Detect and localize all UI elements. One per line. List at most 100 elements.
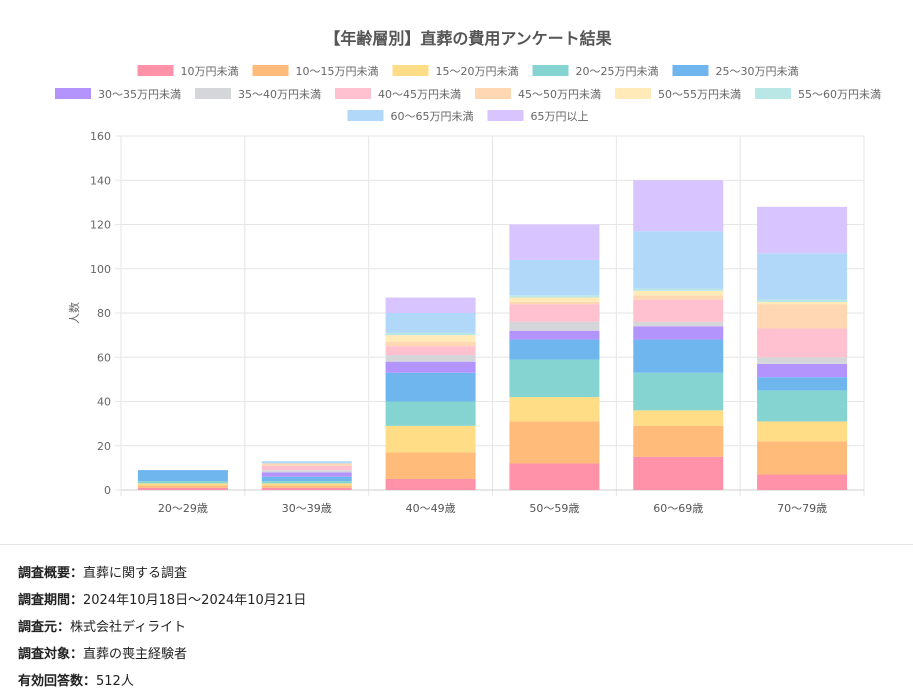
bar-segment [137,483,228,486]
bar-segment [509,339,600,360]
bar-segment [509,421,600,464]
bar-segment [137,485,228,488]
legend-swatch [672,65,709,76]
bar-segment [261,470,352,473]
y-tick-label: 120 [90,219,111,232]
bar-segment [261,472,352,477]
bar-segment [757,357,848,364]
chart-bars [137,180,848,490]
legend-label: 25〜30万円未満 [716,65,799,78]
x-tick-label: 30〜39歳 [282,502,332,515]
legend-swatch [615,88,651,99]
survey-responses-key: 有効回答数： [18,674,97,689]
bar-segment [633,372,724,411]
legend-swatch [755,88,791,99]
x-tick-label: 70〜79歳 [777,502,827,515]
legend-label: 55〜60万円未満 [798,88,881,101]
bar-segment [261,461,352,464]
legend-label: 10〜15万円未満 [296,65,379,78]
legend-swatch [487,110,524,121]
legend-label: 60〜65万円未満 [391,110,474,123]
legend-label: 15〜20万円未満 [436,65,519,78]
legend-label: 40〜45万円未満 [378,88,461,101]
bar-segment [757,390,848,422]
bar-segment [633,326,724,340]
bar-segment [509,359,600,398]
bar-segment [633,299,724,322]
bar-segment [633,180,724,232]
bar-segment [757,206,848,254]
x-tick-label: 50〜59歳 [529,502,579,515]
bar-segment [385,313,476,333]
bar-segment [509,297,600,302]
x-tick-label: 60〜69歳 [653,502,703,515]
bar-segment [509,397,600,422]
bar-segment [385,478,476,490]
survey-period-row: 調査期間：2024年10月18日〜2024年10月21日 [18,587,306,614]
chart-title: 【年齢層別】直葬の費用アンケート結果 [324,29,611,48]
bar-segment [385,361,476,373]
legend-swatch [347,110,384,121]
survey-responses-value: 512人 [96,674,134,689]
survey-period-value: 2024年10月18日〜2024年10月21日 [83,593,307,608]
section-divider [0,544,913,545]
bar-segment [633,425,724,457]
y-axis-label: 人数 [68,302,81,324]
bar-segment [137,481,228,484]
survey-period-key: 調査期間： [18,593,84,608]
legend-swatch [392,65,429,76]
bar-segment [509,224,600,260]
survey-target-key: 調査対象： [18,647,84,662]
bar-segment [137,487,228,490]
bar-segment [385,346,476,356]
bar-segment [385,401,476,426]
bar-segment [509,295,600,298]
survey-responses-row: 有効回答数：512人 [18,668,306,695]
bar-segment [509,330,600,340]
y-tick-label: 100 [90,263,111,276]
bar-segment [633,290,724,296]
bar-segment [137,470,228,482]
bar-segment [757,304,848,329]
legend-label: 45〜50万円未満 [518,88,601,101]
legend-label: 65万円以上 [531,110,589,123]
legend-swatch [335,88,371,99]
bar-segment [509,321,600,331]
bar-segment [757,377,848,391]
bar-segment [261,483,352,486]
bar-segment [509,301,600,305]
bar-segment [261,465,352,471]
bar-segment [385,355,476,362]
bar-segment [757,299,848,302]
legend-label: 30〜35万円未満 [98,88,181,101]
bar-segment [633,456,724,490]
y-tick-label: 160 [90,130,111,143]
stacked-bar-chart: 【年齢層別】直葬の費用アンケート結果 10万円未満 10〜15万円未満 15〜20万… [55,29,881,515]
bar-segment [509,463,600,490]
bar-segment [385,297,476,313]
survey-overview-row: 調査概要：直葬に関する調査 [18,560,306,587]
bar-segment [385,372,476,402]
bar-segment [633,231,724,289]
y-tick-label: 140 [90,174,111,187]
bar-segment [757,328,848,358]
bar-segment [633,295,724,300]
survey-source-row: 調査元：株式会社ディライト [18,614,306,641]
survey-overview-value: 直葬に関する調査 [83,566,188,581]
bar-segment [757,363,848,378]
legend-label: 10万円未満 [181,65,239,78]
survey-overview-key: 調査概要： [18,566,84,581]
survey-source-value: 株式会社ディライト [70,620,187,635]
bar-segment [385,425,476,453]
bar-segment [261,485,352,488]
legend-label: 50〜55万円未満 [658,88,741,101]
legend-swatch [475,88,511,99]
bar-segment [509,304,600,322]
survey-target-value: 直葬の喪主経験者 [83,647,188,662]
x-tick-label: 40〜49歳 [406,502,456,515]
y-axis-ticks: 0 20 40 60 80 100 120 140 160 [90,130,111,497]
chart-legend: 10万円未満 10〜15万円未満 15〜20万円未満 20〜25万円未満 25〜30万円… [55,65,881,123]
legend-swatch [252,65,289,76]
bar-segment [385,452,476,479]
legend-label: 35〜40万円未満 [238,88,321,101]
